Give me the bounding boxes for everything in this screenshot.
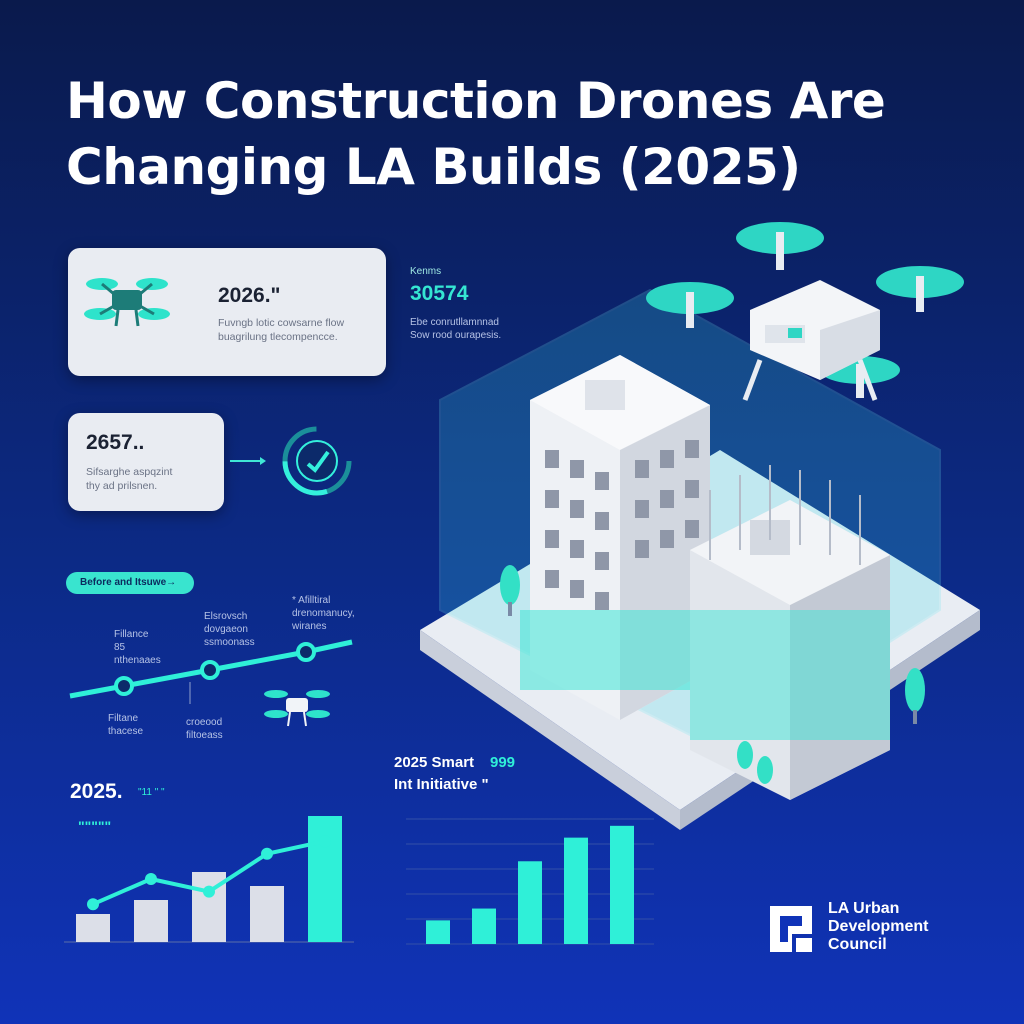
timeline-line bbox=[69, 639, 353, 704]
card-top-sub-2: buagrilung tlecompencce. bbox=[218, 331, 338, 343]
small-drone-icon bbox=[264, 690, 330, 727]
stat-right-value: 30574 bbox=[410, 282, 469, 305]
card-mid-number: 2657.. bbox=[86, 431, 145, 454]
stat-right-sub-2: Sow rood ourapesis. bbox=[410, 330, 502, 341]
timeline-label-2c: ssmoonass bbox=[204, 637, 255, 648]
timeline-label-3a: * Afilltiral bbox=[292, 595, 331, 606]
right-chart-bar bbox=[472, 908, 496, 944]
org-name-line-3: Council bbox=[828, 936, 887, 953]
left-chart-point bbox=[87, 898, 99, 911]
stat-right-sub-1: Ebe conrutllamnnad bbox=[410, 317, 499, 328]
right-chart-bar bbox=[610, 825, 634, 944]
timeline-label-4b: thacese bbox=[108, 726, 144, 737]
left-chart-heading-suffix: "11 " " bbox=[138, 787, 165, 798]
timeline-label-4a: Filtane bbox=[108, 713, 139, 724]
timeline-label-5a: croeood bbox=[186, 717, 223, 728]
timeline-node bbox=[296, 642, 316, 662]
timeline-label-3b: drenomanucy, bbox=[292, 608, 355, 619]
card-top-sub-1: Fuvngb lotic cowsarne flow bbox=[218, 317, 345, 329]
org-name-line-2: Development bbox=[828, 918, 929, 935]
right-chart-heading-num: 999 bbox=[490, 754, 516, 771]
left-chart-point bbox=[319, 835, 331, 848]
timeline-label-1c: nthenaaes bbox=[114, 655, 161, 666]
right-chart-bar bbox=[426, 920, 450, 944]
drone-icon bbox=[84, 278, 170, 327]
org-name-line-1: LA Urban bbox=[828, 900, 900, 917]
arrow-icon bbox=[230, 457, 266, 465]
timeline-label-2a: Elsrovsch bbox=[204, 611, 248, 622]
left-chart-bar bbox=[250, 886, 284, 942]
timeline-label-1b: 85 bbox=[114, 642, 126, 653]
right-chart-heading-1: 2025 Smart bbox=[394, 754, 475, 771]
stat-card-mid: 2657.. Sifsarghe aspqzint thy ad prilsne… bbox=[68, 413, 224, 511]
before-after-pill: Before and Itsuwe→ bbox=[66, 572, 194, 594]
right-chart bbox=[406, 818, 654, 945]
left-chart-bar bbox=[76, 914, 110, 942]
la-udc-logo-icon bbox=[770, 906, 812, 952]
check-gauge-icon bbox=[282, 426, 352, 496]
left-chart-heading: 2025. bbox=[70, 780, 123, 803]
card-mid-sub-1: Sifsarghe aspqzint bbox=[86, 466, 173, 478]
timeline-label-1a: Fillance bbox=[114, 629, 149, 640]
right-chart-bar bbox=[564, 837, 588, 944]
left-chart-point bbox=[261, 847, 273, 860]
card-mid-sub-2: thy ad prilsnen. bbox=[86, 480, 158, 492]
timeline-node bbox=[114, 676, 134, 696]
left-chart bbox=[64, 816, 354, 943]
quadcopter-drone-icon bbox=[646, 222, 964, 401]
timeline-node bbox=[200, 660, 220, 680]
left-chart-point bbox=[203, 885, 215, 898]
card-top-number: 2026." bbox=[218, 284, 281, 307]
left-chart-bar bbox=[308, 816, 342, 942]
timeline-label-3c: wiranes bbox=[292, 621, 327, 632]
org-name: LA Urban Development Council bbox=[828, 900, 978, 954]
right-chart-heading-2: Int Initiative " bbox=[394, 776, 489, 793]
left-chart-bar bbox=[134, 900, 168, 942]
timeline-label-2b: dovgaeon bbox=[204, 624, 248, 635]
left-chart-submark: """"" bbox=[78, 818, 112, 834]
stat-right-label: Kenms bbox=[410, 266, 442, 277]
stat-card-drone: 2026." Fuvngb lotic cowsarne flow buagri… bbox=[68, 248, 386, 376]
timeline-label-5b: filtoeass bbox=[186, 730, 223, 741]
page-title: How Construction Drones Are Changing LA … bbox=[66, 72, 886, 196]
left-chart-point bbox=[145, 873, 157, 885]
isometric-building-illustration bbox=[420, 222, 980, 830]
right-chart-bar bbox=[518, 861, 542, 944]
